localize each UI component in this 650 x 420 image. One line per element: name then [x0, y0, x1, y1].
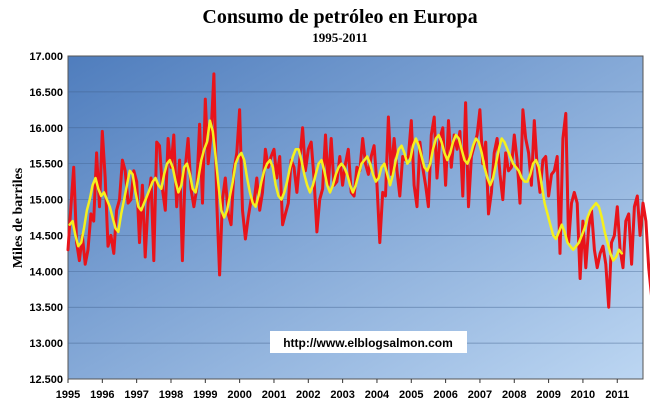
y-tick-label: 16.500	[29, 87, 63, 99]
x-tick-label: 1998	[159, 389, 183, 401]
y-tick-label: 13.000	[29, 338, 63, 350]
y-tick-label: 14.500	[29, 230, 63, 242]
x-tick-label: 2004	[365, 389, 390, 401]
chart-title: Consumo de petróleo en Europa	[202, 6, 477, 28]
y-tick-label: 16.000	[29, 123, 63, 135]
x-tick-label: 2011	[605, 389, 629, 401]
y-tick-label: 15.500	[29, 159, 63, 171]
x-tick-label: 2008	[502, 389, 526, 401]
x-tick-label: 2003	[330, 389, 354, 401]
watermark-box	[270, 331, 467, 353]
y-tick-label: 13.500	[29, 302, 63, 314]
x-tick-label: 2002	[296, 389, 320, 401]
x-tick-label: 1996	[90, 389, 114, 401]
y-tick-label: 17.000	[29, 51, 63, 63]
chart-subtitle: 1995-2011	[312, 30, 368, 45]
x-tick-label: 2006	[433, 389, 457, 401]
y-axis-label: Miles de barriles	[11, 167, 26, 268]
x-tick-label: 2009	[536, 389, 560, 401]
y-tick-label: 12.500	[29, 374, 63, 386]
moving-average-line	[68, 119, 624, 262]
x-tick-label: 1999	[193, 389, 217, 401]
x-tick-label: 2010	[571, 389, 595, 401]
x-tick-label: 1997	[124, 389, 148, 401]
x-tick-label: 2001	[262, 389, 286, 401]
y-axis-ticks: 12.500 13.000 13.500 14.000 14.500 15.000 15.5…	[29, 51, 63, 386]
x-tick-label: 2000	[227, 389, 251, 401]
x-tick-label: 1995	[56, 389, 80, 401]
x-axis-ticks: 1995 1996 1997 1998 1999 2000 2001 2002 2003 2004…	[56, 379, 629, 401]
y-tick-label: 15.000	[29, 195, 63, 207]
watermark-url: http://www.elblogsalmon.com	[283, 336, 453, 350]
y-tick-label: 14.000	[29, 266, 63, 278]
x-tick-label: 2005	[399, 389, 423, 401]
series-layer	[66, 72, 650, 309]
x-tick-label: 2007	[468, 389, 492, 401]
